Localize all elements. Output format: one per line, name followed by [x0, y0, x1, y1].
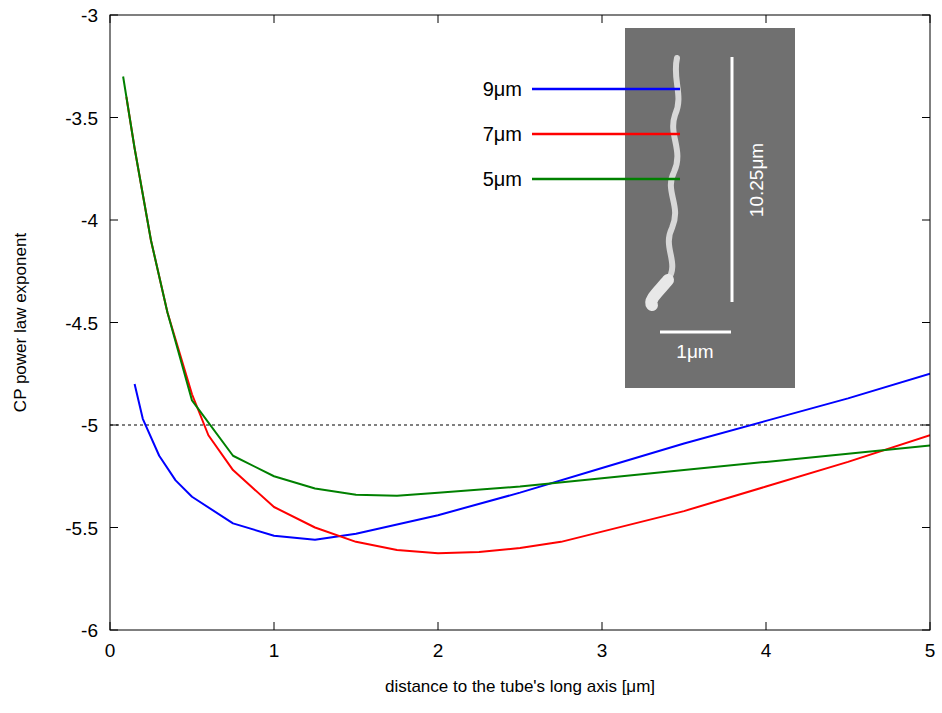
y-tick [110, 527, 118, 528]
y-tick-label: -4.5 [65, 313, 98, 334]
x-tick-label: 3 [597, 640, 608, 661]
legend-swatch [532, 88, 680, 91]
x-tick [766, 15, 767, 23]
scale-label: 10.25μm [746, 143, 767, 217]
y-tick [922, 527, 930, 528]
reference-line [110, 425, 930, 426]
y-tick [922, 117, 930, 118]
legend-swatch [532, 133, 680, 136]
scale-label: 1μm [676, 341, 713, 362]
scale-bar [660, 331, 731, 334]
y-tick-label: -6 [81, 620, 98, 641]
legend-label: 9μm [483, 78, 522, 100]
x-tick-label: 2 [433, 640, 444, 661]
y-tick-label: -5.5 [65, 518, 98, 539]
x-tick-label: 5 [925, 640, 936, 661]
y-tick [110, 322, 118, 323]
legend: 9μm 7μm 5μm [483, 78, 680, 190]
y-tick [922, 220, 930, 221]
x-tick-label: 1 [269, 640, 280, 661]
y-tick [110, 117, 118, 118]
y-tick [922, 322, 930, 323]
legend-swatch [532, 178, 680, 181]
y-tick [110, 220, 118, 221]
legend-label: 5μm [483, 168, 522, 190]
plot-background [110, 15, 930, 630]
y-tick-label: -4 [81, 210, 98, 231]
x-tick [438, 15, 439, 23]
x-tick [438, 622, 439, 630]
y-tick-label: -5 [81, 415, 98, 436]
x-tick [602, 15, 603, 23]
y-tick-label: -3.5 [65, 108, 98, 129]
x-tick [274, 15, 275, 23]
x-tick [274, 622, 275, 630]
plot-area [110, 77, 930, 554]
inset-fiber-base [651, 280, 668, 305]
x-tick-label: 4 [761, 640, 772, 661]
x-axis-title: distance to the tube's long axis [μm] [385, 677, 655, 696]
legend-label: 7μm [483, 123, 522, 145]
scale-bar [731, 57, 734, 302]
series-line [123, 77, 930, 496]
x-tick [602, 622, 603, 630]
x-tick-label: 0 [105, 640, 116, 661]
x-tick [766, 622, 767, 630]
inset-image [625, 28, 795, 388]
plot-frame [110, 15, 930, 630]
chart: 0 1 2 3 4 5 -6 -5.5 -5 -4.5 -4 -3.5 -3 10.25μm 1μm 9μm 7… [0, 0, 942, 713]
y-tick-label: -3 [81, 5, 98, 26]
y-axis-title: CP power law exponent [11, 233, 30, 413]
